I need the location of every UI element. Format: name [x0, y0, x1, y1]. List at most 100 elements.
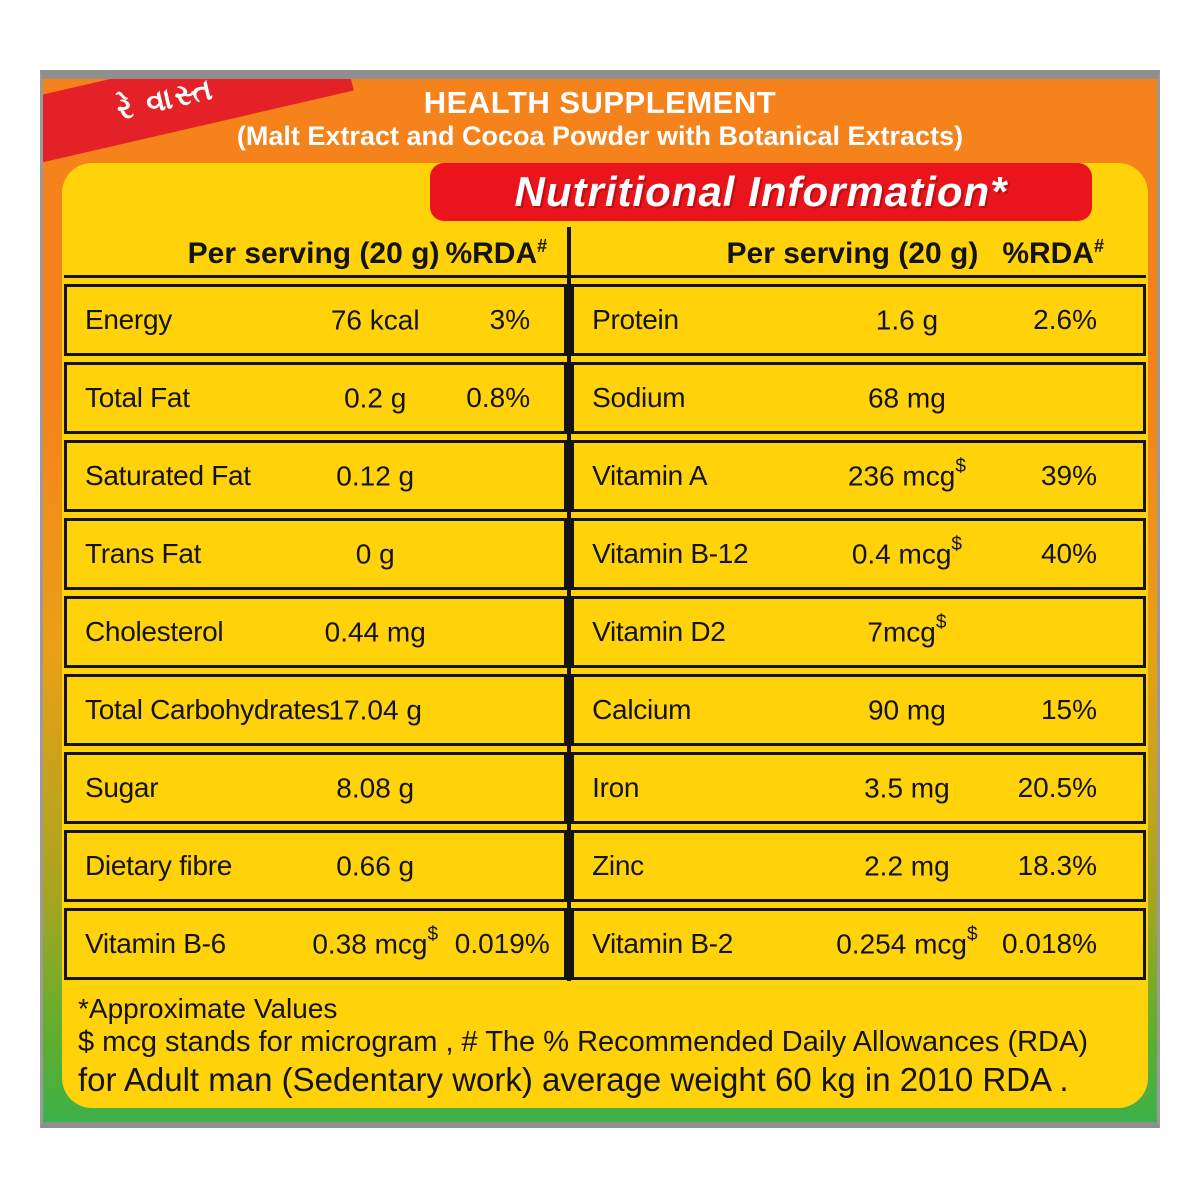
product-label: રે વાસ્ત HEALTH SUPPLEMENT (Malt Extract… — [40, 70, 1160, 1128]
nutrient-rda-percent: 15% — [1040, 694, 1097, 725]
nutrient-value: 0.44 mg — [296, 615, 455, 648]
rda-header: %RDA# — [445, 236, 547, 271]
footnotes: *Approximate Values $ mcg stands for mic… — [78, 993, 1136, 1102]
ribbon-text: રે વાસ્ત — [113, 72, 219, 127]
nutrient-value: 0.4 mcg$ — [813, 534, 1001, 570]
mcg-dollar-footnote-marker: $ — [935, 612, 947, 634]
nutrient-rda-percent: 0.8% — [466, 382, 531, 413]
nutrient-amount: 0.12 g — [336, 460, 415, 492]
nutrient-rda-percent: 18.3% — [1017, 850, 1097, 881]
nutrient-amount: 0.66 g — [336, 850, 415, 882]
nutrient-amount: 0.2 g — [344, 382, 407, 414]
nutrient-amount: 76 kcal — [330, 304, 420, 336]
table-row: Sodium 68 mg — [571, 362, 1146, 434]
column-header-left: Per serving (20 g) %RDA# — [64, 227, 568, 278]
nutrient-value: 0.12 g — [296, 459, 455, 492]
nutrient-value: 0.254 mcg$ — [813, 924, 1001, 960]
nutrient-label: Saturated Fat — [85, 460, 251, 491]
table-row: Vitamin B-12 0.4 mcg$ 40% — [571, 518, 1146, 590]
nutrition-table: Per serving (20 g) %RDA# Energy 76 kcal … — [64, 227, 1146, 981]
nutrient-amount: 0.38 mcg — [312, 928, 428, 960]
rda-header-text: %RDA — [1002, 237, 1094, 270]
per-serving-header: Per serving (20 g) — [726, 237, 979, 270]
nutrient-amount: 0.44 mg — [324, 616, 426, 648]
rows-left: Energy 76 kcal 3% Total Fat 0.2 g 0.8% S… — [64, 278, 568, 980]
nutrient-label: Vitamin B-12 — [592, 538, 749, 569]
mcg-dollar-footnote-marker: $ — [427, 924, 439, 946]
nutrient-value: 8.08 g — [296, 771, 455, 804]
nutrient-rda-percent: 0.018% — [1002, 928, 1097, 959]
table-row: Sugar 8.08 g — [64, 752, 568, 824]
nutrient-value: 1.6 g — [813, 303, 1001, 336]
nutrient-amount: 0.4 mcg — [851, 538, 952, 570]
nutrient-label: Total Carbohydrates — [85, 694, 330, 725]
mcg-dollar-footnote-marker: $ — [955, 456, 966, 478]
nutrient-value: 0.38 mcg$ — [296, 924, 455, 960]
nutrient-value: 68 mg — [813, 381, 1001, 414]
table-row: Vitamin B-2 0.254 mcg$ 0.018% — [571, 908, 1146, 980]
banner-title: Nutritional Information* — [514, 168, 1008, 215]
table-row: Protein 1.6 g 2.6% — [571, 284, 1146, 356]
table-column-left: Per serving (20 g) %RDA# Energy 76 kcal … — [64, 227, 568, 981]
table-row: Vitamin A 236 mcg$ 39% — [571, 440, 1146, 512]
nutrient-label: Vitamin A — [592, 460, 708, 491]
table-row: Iron 3.5 mg 20.5% — [571, 752, 1146, 824]
nutrient-label: Trans Fat — [85, 538, 202, 569]
nutrient-label: Sodium — [592, 382, 686, 413]
nutrient-label: Energy — [85, 304, 172, 335]
table-row: Vitamin D2 7mcg$ — [571, 596, 1146, 668]
nutrient-value: 2.2 mg — [813, 849, 1001, 882]
nutrient-rda-percent: 2.6% — [1033, 304, 1097, 335]
footnote-approximate-values: *Approximate Values — [78, 993, 338, 1025]
rda-header-footnote-marker: # — [537, 236, 548, 256]
table-row: Total Fat 0.2 g 0.8% — [64, 362, 568, 434]
nutrient-amount: 8.08 g — [336, 772, 415, 804]
supplement-title: HEALTH SUPPLEMENT — [423, 85, 777, 120]
nutrient-amount: 7mcg — [867, 616, 936, 648]
table-row: Zinc 2.2 mg 18.3% — [571, 830, 1146, 902]
nutrient-label: Sugar — [85, 772, 159, 803]
nutrient-value: 0.2 g — [296, 381, 455, 414]
nutrient-amount: 2.2 mg — [864, 850, 950, 882]
nutrient-label: Vitamin B-2 — [592, 928, 734, 959]
mcg-dollar-footnote-marker: $ — [966, 924, 978, 946]
nutrient-value: 0 g — [296, 537, 455, 570]
column-header-right: Per serving (20 g) %RDA# — [571, 227, 1146, 278]
nutrient-label: Vitamin B-6 — [85, 928, 226, 959]
nutrient-value: 0.66 g — [296, 849, 455, 882]
table-row: Saturated Fat 0.12 g — [64, 440, 568, 512]
nutrient-value: 17.04 g — [296, 693, 455, 726]
nutrition-panel: Nutritional Information* Per serving (20… — [62, 163, 1148, 1108]
rows-right: Protein 1.6 g 2.6% Sodium 68 mg Vitamin … — [571, 278, 1146, 980]
nutritional-information-banner: Nutritional Information* — [430, 163, 1092, 221]
table-row: Dietary fibre 0.66 g — [64, 830, 568, 902]
footnote-mcg-rda: $ mcg stands for microgram , # The % Rec… — [78, 1025, 1089, 1058]
nutrient-amount: 0.254 mcg — [836, 928, 967, 960]
nutrient-label: Cholesterol — [85, 616, 224, 647]
nutrient-value: 3.5 mg — [813, 771, 1001, 804]
rda-header: %RDA# — [1002, 236, 1104, 271]
nutrient-value: 7mcg$ — [813, 612, 1001, 648]
label-header: HEALTH SUPPLEMENT (Malt Extract and Coco… — [43, 85, 1157, 152]
nutrient-label: Vitamin D2 — [592, 616, 726, 647]
nutrient-amount: 236 mcg — [847, 460, 956, 492]
nutrient-amount: 17.04 g — [328, 694, 422, 726]
footnote-adult-man: for Adult man (Sedentary work) average w… — [78, 1061, 1069, 1099]
nutrient-rda-percent: 40% — [1040, 538, 1097, 569]
table-row: Cholesterol 0.44 mg — [64, 596, 568, 668]
supplement-subtitle: (Malt Extract and Cocoa Powder with Bota… — [236, 121, 964, 151]
table-row: Energy 76 kcal 3% — [64, 284, 568, 356]
nutrient-rda-percent: 3% — [489, 304, 531, 335]
nutrient-rda-percent: 0.019% — [454, 928, 550, 959]
nutrient-rda-percent: 39% — [1040, 460, 1097, 491]
nutrient-label: Protein — [592, 304, 679, 335]
rda-header-text: %RDA — [445, 237, 538, 270]
nutrient-amount: 1.6 g — [875, 304, 939, 336]
nutrient-label: Zinc — [592, 850, 644, 881]
nutrient-label: Total Fat — [85, 382, 190, 413]
per-serving-header: Per serving (20 g) — [187, 237, 440, 270]
table-row: Calcium 90 mg 15% — [571, 674, 1146, 746]
nutrient-label: Calcium — [592, 694, 692, 725]
nutrient-amount: 0 g — [355, 538, 395, 570]
table-row: Trans Fat 0 g — [64, 518, 568, 590]
